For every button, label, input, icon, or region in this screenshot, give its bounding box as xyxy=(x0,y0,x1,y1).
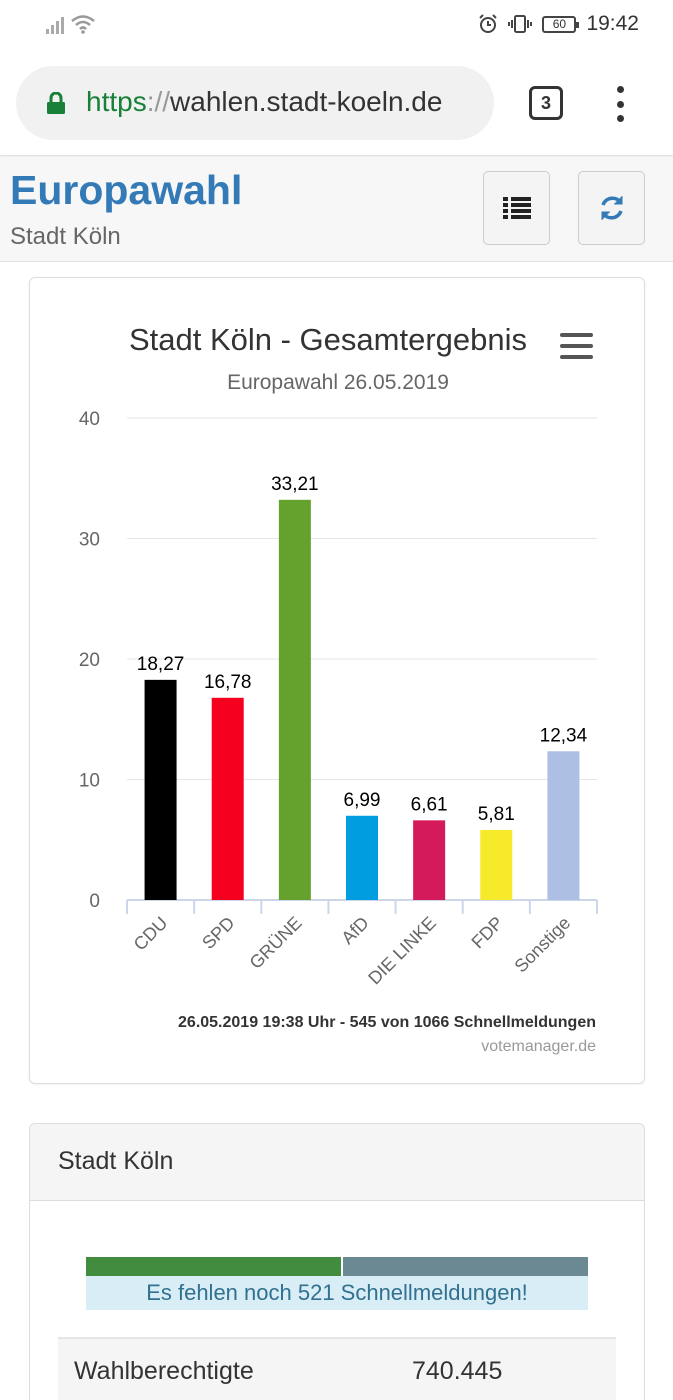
status-right: 60 19:42 xyxy=(478,12,639,36)
data-label: 16,78 xyxy=(204,672,252,693)
results-panel: Stadt Köln Es fehlen noch 521 Schnellmel… xyxy=(29,1123,645,1400)
chart-credits-info: 26.05.2019 19:38 Uhr - 545 von 1066 Schn… xyxy=(178,1014,596,1031)
bar-cdu xyxy=(144,679,177,900)
url-separator: :// xyxy=(146,86,171,117)
x-tick-label: AfD xyxy=(337,913,372,948)
y-tick-label: 20 xyxy=(79,650,100,671)
x-tick-label: GRÜNE xyxy=(246,913,306,973)
panel-title: Stadt Köln xyxy=(30,1124,644,1201)
address-bar[interactable]: https://wahlen.stadt-koeln.de xyxy=(16,66,494,140)
browser-toolbar: https://wahlen.stadt-koeln.de 3 xyxy=(0,50,673,156)
page-subtitle: Stadt Köln xyxy=(10,223,121,250)
y-tick-label: 0 xyxy=(89,891,100,912)
x-tick-label: SPD xyxy=(198,913,238,953)
menu-line xyxy=(560,333,593,337)
row-label: Wahlberechtigte xyxy=(74,1357,254,1385)
x-tick-label: Sonstige xyxy=(511,913,575,977)
wifi-icon xyxy=(71,15,95,34)
report-progress-bar xyxy=(86,1257,588,1276)
refresh-icon xyxy=(600,196,623,220)
bar-fdp xyxy=(480,829,513,900)
list-menu-button[interactable] xyxy=(483,171,550,245)
data-label: 18,27 xyxy=(137,654,185,675)
vibrate-icon xyxy=(508,15,533,33)
data-label: 33,21 xyxy=(271,474,319,495)
y-tick-label: 30 xyxy=(79,530,100,551)
bar-sonstige xyxy=(547,751,580,900)
data-label: 5,81 xyxy=(478,804,515,825)
bar-afd xyxy=(346,815,378,900)
signal-icon xyxy=(46,14,64,34)
url-text: https://wahlen.stadt-koeln.de xyxy=(86,86,442,118)
chart-card: Stadt Köln - Gesamtergebnis Europawahl 2… xyxy=(29,277,645,1084)
tab-switcher-button[interactable]: 3 xyxy=(529,86,563,120)
refresh-button[interactable] xyxy=(578,171,645,245)
kebab-dot xyxy=(616,100,624,108)
y-tick-label: 10 xyxy=(79,771,100,792)
url-scheme: https xyxy=(86,86,147,117)
bar-grüne xyxy=(278,499,311,900)
kebab-dot xyxy=(616,86,624,93)
list-icon xyxy=(502,197,531,219)
lock-icon xyxy=(47,92,65,114)
url-host: wahlen.stadt-koeln.de xyxy=(170,86,443,117)
data-label: 6,99 xyxy=(344,790,381,811)
menu-line xyxy=(560,344,593,348)
status-bar: 60 19:42 xyxy=(0,0,673,50)
clock: 19:42 xyxy=(586,12,639,35)
y-tick-label: 40 xyxy=(79,409,100,430)
battery-icon: 60 xyxy=(542,15,580,33)
table-row: Wahlberechtigte 740.445 xyxy=(58,1339,616,1400)
data-label: 6,61 xyxy=(411,794,448,815)
table-border xyxy=(58,1337,616,1339)
bar-die-linke xyxy=(413,820,446,900)
chart-context-menu-button[interactable] xyxy=(560,333,593,359)
bar-spd xyxy=(211,697,244,900)
data-label: 12,34 xyxy=(540,725,588,746)
page-header: Europawahl Stadt Köln xyxy=(0,157,673,262)
x-tick-label: FDP xyxy=(468,913,508,953)
chart-credits-link[interactable]: votemanager.de xyxy=(481,1038,596,1055)
row-value: 740.445 xyxy=(412,1357,503,1385)
status-left xyxy=(46,14,96,34)
chart-subtitle: Europawahl 26.05.2019 xyxy=(227,371,449,394)
x-tick-label: CDU xyxy=(130,913,172,955)
x-tick-label: DIE LINKE xyxy=(364,913,440,989)
bar-chart: 0 10 20 30 40 18,27 CDU 16,78 SPD 33,21 GRÜNE 6,99 A… xyxy=(79,409,598,989)
browser-menu-button[interactable] xyxy=(612,86,628,122)
chart-title: Stadt Köln - Gesamtergebnis xyxy=(128,322,528,357)
kebab-dot xyxy=(616,115,624,122)
page-title: Europawahl xyxy=(10,167,243,213)
menu-line xyxy=(560,355,593,359)
report-progress-fill xyxy=(86,1257,343,1276)
progress-message: Es fehlen noch 521 Schnellmeldungen! xyxy=(86,1276,588,1310)
alarm-icon xyxy=(479,14,498,33)
